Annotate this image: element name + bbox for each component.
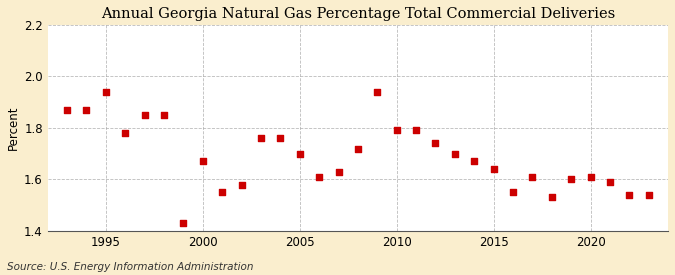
Point bbox=[605, 180, 616, 184]
Point bbox=[120, 131, 131, 135]
Point bbox=[430, 141, 441, 145]
Point bbox=[624, 193, 634, 197]
Point bbox=[333, 169, 344, 174]
Point bbox=[566, 177, 576, 182]
Point bbox=[410, 128, 421, 133]
Text: Source: U.S. Energy Information Administration: Source: U.S. Energy Information Administ… bbox=[7, 262, 253, 272]
Point bbox=[159, 113, 169, 117]
Point bbox=[372, 90, 383, 94]
Point bbox=[275, 136, 286, 141]
Point bbox=[236, 182, 247, 187]
Point bbox=[178, 221, 189, 226]
Point bbox=[527, 175, 538, 179]
Point bbox=[469, 159, 480, 164]
Point bbox=[546, 195, 557, 200]
Point bbox=[585, 175, 596, 179]
Title: Annual Georgia Natural Gas Percentage Total Commercial Deliveries: Annual Georgia Natural Gas Percentage To… bbox=[101, 7, 615, 21]
Point bbox=[508, 190, 518, 194]
Point bbox=[139, 113, 150, 117]
Point bbox=[352, 146, 363, 151]
Point bbox=[314, 175, 325, 179]
Point bbox=[101, 90, 111, 94]
Y-axis label: Percent: Percent bbox=[7, 106, 20, 150]
Point bbox=[450, 152, 460, 156]
Point bbox=[294, 152, 305, 156]
Point bbox=[643, 193, 654, 197]
Point bbox=[488, 167, 499, 171]
Point bbox=[81, 108, 92, 112]
Point bbox=[217, 190, 227, 194]
Point bbox=[197, 159, 208, 164]
Point bbox=[61, 108, 72, 112]
Point bbox=[256, 136, 267, 141]
Point bbox=[392, 128, 402, 133]
